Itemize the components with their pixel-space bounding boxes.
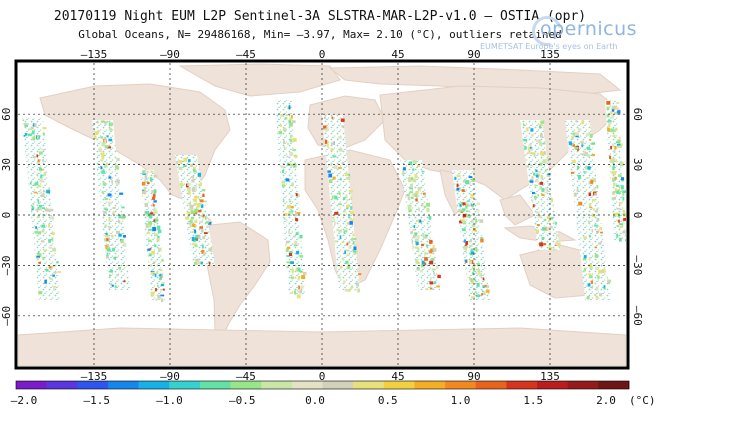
lon-tick-label-bottom: 135 [540, 370, 560, 383]
lon-tick-label-top: –45 [236, 48, 256, 61]
lon-tick-label-top: 90 [467, 48, 480, 61]
graticule [18, 63, 626, 366]
colorbar-segment [199, 381, 231, 389]
colorbar-segment [230, 381, 262, 389]
colorbar-segment [261, 381, 293, 389]
satellite-swath [175, 155, 215, 265]
lat-tick-label-right: –30 [631, 255, 644, 275]
map-title: 20170119 Night EUM L2P Sentinel-3A SLSTR… [53, 9, 587, 24]
lon-tick-label-top: 45 [391, 48, 404, 61]
colorbar-segment [537, 381, 568, 389]
lon-tick-label-top: 0 [319, 48, 326, 61]
colorbar-tick-label: –2.0 [10, 394, 38, 407]
colorbar-segment [353, 381, 385, 389]
colorbar-tick-label: 1.0 [450, 394, 471, 407]
lon-tick-label-top: –90 [160, 48, 180, 61]
lat-tick-label-left: –30 [0, 255, 13, 275]
colorbar-tick-label: 0.5 [377, 394, 398, 407]
colorbar-unit: (°C) [629, 394, 656, 407]
lon-tick-label-top: 135 [540, 48, 560, 61]
colorbar-segment [291, 381, 323, 389]
colorbar-tick-label: –1.0 [156, 394, 183, 407]
longitude-ticks-top: –135 –90 –45 0 45 90 135 [81, 48, 560, 61]
map-subtitle: Global Oceans, N= 29486168, Min= –3.97, … [78, 28, 562, 41]
colorbar-tick-label: 1.5 [523, 394, 544, 407]
colorbar-segment [598, 381, 630, 389]
longitude-ticks-bottom: –135 –90 –45 0 45 90 135 [81, 370, 560, 383]
colorbar-tick-label: 2.0 [596, 394, 616, 407]
satellite-swath [322, 115, 362, 293]
logo-subtitle: EUMETSAT Europe's eyes on Earth [480, 42, 618, 51]
lat-tick-label-left: 0 [0, 212, 13, 219]
colorbar-tick-label: 0.0 [305, 394, 325, 407]
lat-tick-label-right: 60 [631, 108, 644, 121]
colorbar-segment [506, 381, 538, 389]
lat-tick-label-left: 60 [0, 108, 13, 121]
lon-tick-label-bottom: –90 [160, 370, 180, 383]
lon-tick-label-bottom: 90 [467, 370, 480, 383]
latitude-ticks-right: 60 30 0 –30 –60 [631, 108, 644, 326]
satellite-swath [275, 100, 307, 299]
lat-tick-label-right: 30 [631, 158, 644, 171]
satellite-swath [452, 170, 490, 300]
colorbar-segment [567, 381, 599, 389]
lon-tick-label-top: –135 [81, 48, 108, 61]
colorbar [15, 380, 630, 390]
satellite-swath [400, 160, 441, 291]
lat-tick-label-left: –60 [0, 306, 13, 326]
lat-tick-label-right: 0 [631, 212, 644, 219]
lon-tick-label-bottom: –135 [81, 370, 108, 383]
satellite-swath [22, 118, 62, 300]
data-swaths [22, 100, 626, 303]
satellite-swath [92, 120, 130, 290]
satellite-swath [565, 120, 612, 300]
lon-tick-label-bottom: –45 [236, 370, 256, 383]
satellite-swath [140, 170, 165, 303]
latitude-ticks-left: 60 30 0 –30 –60 [0, 108, 13, 326]
colorbar-segment [77, 381, 109, 389]
lat-tick-label-left: 30 [0, 158, 13, 171]
colorbar-segment [445, 381, 477, 389]
colorbar-segment [46, 381, 78, 389]
colorbar-segment [169, 381, 201, 389]
lon-tick-label-bottom: 0 [319, 370, 326, 383]
colorbar-tick-label: –0.5 [229, 394, 256, 407]
colorbar-segment [16, 381, 47, 389]
colorbar-segment [107, 381, 139, 389]
lon-tick-label-bottom: 45 [391, 370, 404, 383]
lat-tick-label-right: –60 [631, 306, 644, 326]
satellite-swath [605, 100, 626, 242]
copernicus-logo: opernicus EUMETSAT Europe's eyes on Eart… [476, 10, 656, 54]
logo-wordmark: opernicus [540, 18, 638, 40]
colorbar-segment [138, 381, 170, 389]
satellite-swath [520, 120, 561, 252]
colorbar-segment [475, 381, 507, 389]
colorbar-segment [322, 381, 354, 389]
colorbar-segment [414, 381, 446, 389]
colorbar-segment [383, 381, 415, 389]
colorbar-tick-label: –1.5 [83, 394, 111, 407]
